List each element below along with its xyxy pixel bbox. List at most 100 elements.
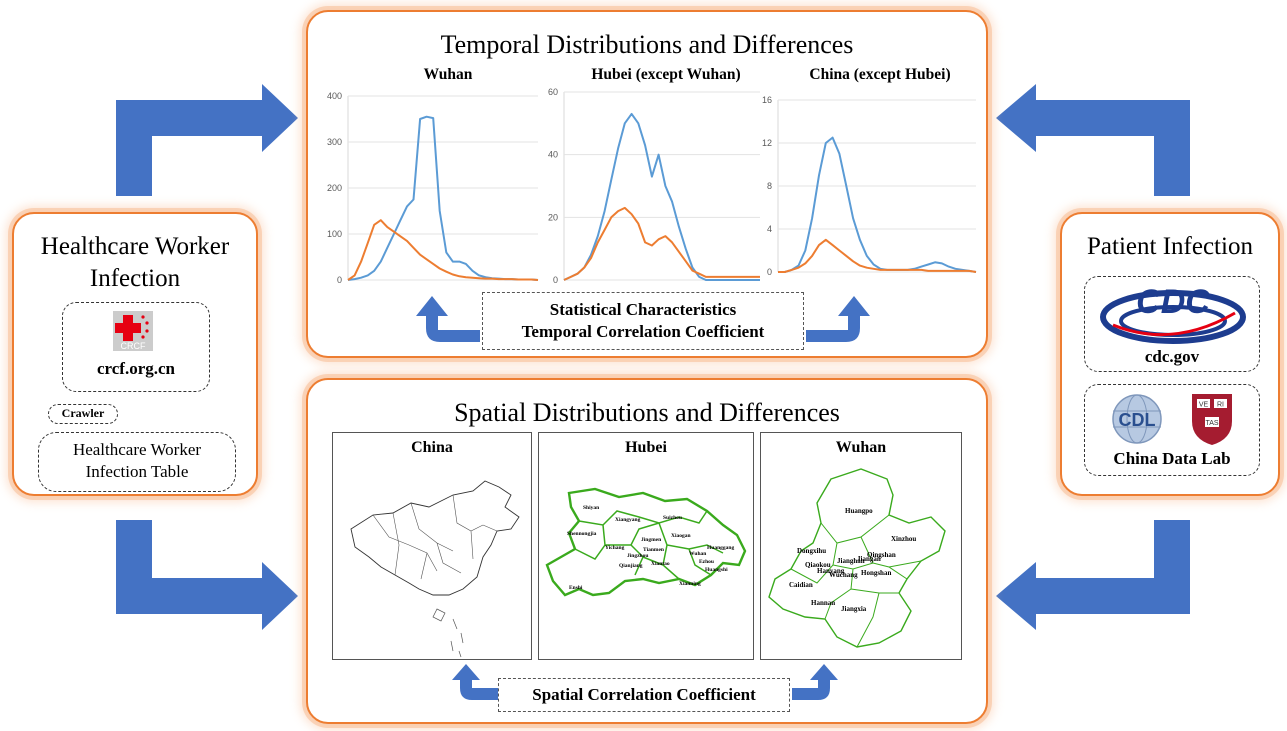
chart-hubei-ytick: 40: [548, 150, 558, 160]
chart-wuhan-ytick: 0: [337, 275, 342, 285]
hubei-label: Jingzhou: [627, 553, 649, 559]
map-hubei: Hubei Shiyan Xiangyang Suizhou Shennongjia Y…: [538, 432, 754, 660]
harvard-shield-icon: VE RI TAS: [1192, 394, 1232, 445]
hubei-label: Enshi: [569, 585, 583, 591]
arrow-left-to-spatial: [116, 520, 298, 630]
chart-hubei-series-orange: [563, 206, 760, 281]
chart-china-ytick: 16: [762, 95, 772, 105]
china-data-lab-box: CDL VE RI TAS China Data Lab: [1084, 384, 1260, 476]
cdc-logo-text: CDC: [1136, 283, 1210, 321]
chart-hubei-ytick: 0: [553, 275, 558, 285]
hubei-label: Xiaogan: [671, 533, 691, 539]
map-china: China: [332, 432, 532, 660]
map-hubei-title: Hubei: [625, 439, 667, 456]
healthcare-title-line2: Infection: [89, 265, 181, 292]
wuhan-label: Xinzhou: [891, 535, 917, 543]
hubei-label: Ezhou: [699, 559, 714, 565]
arrow-right-to-temporal: [996, 84, 1190, 196]
spatial-curved-arrow-right: [792, 664, 838, 700]
wuhan-label: Hannan: [811, 599, 836, 607]
temporal-stats-box: Statistical Characteristics Temporal Cor…: [482, 292, 804, 350]
spatial-curved-arrow-left: [452, 664, 498, 700]
chart-wuhan-ytick: 400: [327, 91, 342, 101]
chart-china-ytick: 0: [767, 267, 772, 277]
wuhan-label: Jiangan: [857, 555, 881, 563]
chart-china-ytick: 8: [767, 181, 772, 191]
table-line2: Infection Table: [85, 462, 189, 481]
chart-china-series-orange: [778, 238, 977, 273]
china-data-lab: China Data Lab: [1113, 449, 1231, 468]
map-wuhan-title: Wuhan: [835, 439, 887, 456]
hubei-label: Xiantao: [651, 561, 670, 567]
patient-title: Patient Infection: [1087, 233, 1253, 260]
cdl-logo-text: CDL: [1119, 410, 1156, 430]
spatial-title: Spatial Distributions and Differences: [454, 398, 840, 427]
spatial-panel: Spatial Distributions and Differences Ch…: [306, 378, 988, 724]
chart-china-series-blue: [778, 136, 977, 273]
map-wuhan: Wuhan Huangpo Xinzhou Dongxihu Jianghan Qiao…: [760, 432, 962, 660]
chart-hubei-series-blue: [563, 112, 760, 281]
stats-line1: Statistical Characteristics: [549, 300, 737, 319]
cdl-globe-icon: CDL: [1112, 394, 1162, 444]
hubei-label: Shennongjia: [567, 531, 597, 537]
hubei-label: Qianjiang: [619, 563, 643, 569]
wuhan-label: Hanyang: [817, 567, 845, 575]
temporal-charts: 0 100 200 300 400 0 20 40 60 0 4 8 12 16: [327, 87, 977, 285]
chart-wuhan-series-orange: [347, 219, 539, 281]
cdc-source-box: CDC cdc.gov: [1084, 276, 1260, 372]
spatial-correlation-box: Spatial Correlation Coefficient: [498, 678, 790, 712]
wuhan-label: Qingshan: [867, 551, 896, 559]
wuhan-label: Jiangxia: [841, 605, 867, 613]
wuhan-label: Dongxihu: [797, 547, 827, 555]
chart-china-ytick: 12: [762, 138, 772, 148]
china-map-outline: [350, 480, 520, 658]
wuhan-map: [768, 468, 946, 648]
cdc-site: cdc.gov: [1144, 347, 1200, 366]
hubei-label: Tianmen: [643, 547, 664, 553]
table-line1: Healthcare Worker: [72, 440, 202, 459]
hubei-label: Xiangyang: [615, 517, 641, 523]
wuhan-label: Huangpo: [845, 507, 873, 515]
healthcare-worker-panel: Healthcare Worker Infection CRCF crcf.or…: [12, 212, 258, 496]
crawler-box: Crawler: [48, 404, 118, 424]
crcf-logo-text: CRCF: [120, 341, 146, 351]
hubei-label: Wuhan: [689, 551, 707, 557]
hubei-label: Huangshi: [705, 567, 728, 573]
chart-wuhan-series-blue: [347, 115, 539, 281]
chart-china-ytick: 4: [767, 224, 772, 234]
stats-line2: Temporal Correlation Coefficient: [521, 322, 765, 341]
hubei-label: Shiyan: [583, 505, 600, 511]
wuhan-label: Qiaokou: [805, 561, 831, 569]
chart-title-hubei: Hubei (except Wuhan): [591, 66, 741, 83]
chart-hubei-ytick: 20: [548, 212, 558, 222]
hubei-label: Huanggang: [707, 545, 735, 551]
cdc-logo: CDC: [1100, 283, 1246, 344]
healthcare-table-box: Healthcare Worker Infection Table: [38, 432, 236, 492]
harvard-shield-tas: TAS: [1205, 420, 1218, 427]
hubei-label: Suizhou: [663, 515, 682, 521]
harvard-shield-ve: VE: [1199, 402, 1209, 409]
chart-wuhan-ytick: 100: [327, 229, 342, 239]
crawler-label: Crawler: [61, 406, 105, 420]
arrow-right-to-spatial: [996, 520, 1190, 630]
wuhan-label: Caidian: [789, 581, 813, 589]
temporal-title: Temporal Distributions and Differences: [440, 30, 854, 59]
crcf-site: crcf.org.cn: [96, 359, 176, 378]
chart-wuhan-ytick: 200: [327, 183, 342, 193]
wuhan-label: Hongshan: [861, 569, 892, 577]
patient-infection-panel: Patient Infection CDC cdc.gov CDL VE RI …: [1060, 212, 1280, 496]
arrow-left-to-temporal: [116, 84, 298, 196]
hubei-label: Yichang: [605, 545, 625, 551]
crcf-source-box: CRCF crcf.org.cn: [62, 302, 210, 392]
chart-title-china: China (except Hubei): [809, 66, 951, 83]
healthcare-title-line1: Healthcare Worker: [40, 233, 230, 260]
hubei-label: Xianning: [679, 581, 701, 587]
red-cross-icon: [115, 315, 149, 341]
hubei-label: Jingmen: [641, 537, 662, 543]
temporal-panel: Temporal Distributions and Differences W…: [306, 10, 988, 358]
spatial-correlation-label: Spatial Correlation Coefficient: [532, 685, 756, 704]
chart-wuhan-ytick: 300: [327, 137, 342, 147]
wuhan-label: Wuchang: [829, 571, 858, 579]
chart-title-wuhan: Wuhan: [423, 66, 473, 83]
